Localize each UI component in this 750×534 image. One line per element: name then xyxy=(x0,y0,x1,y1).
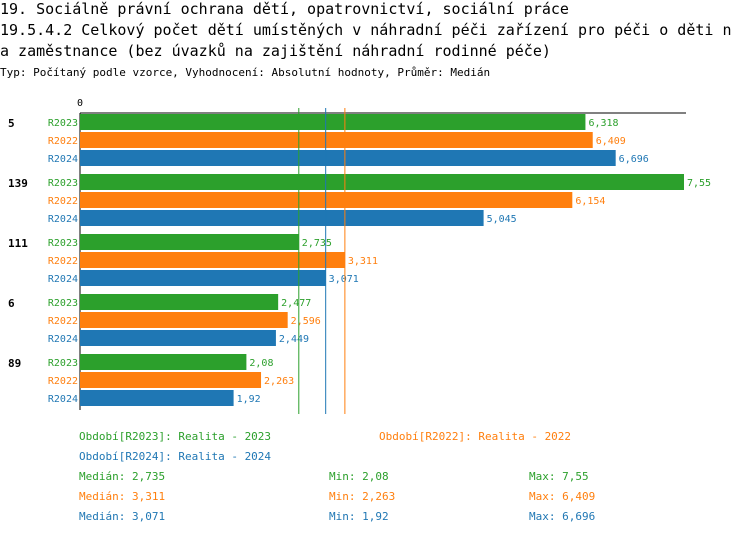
legend-r2022: Období[R2022]: Realita - 2022 xyxy=(379,430,572,443)
data-label: 3,311 xyxy=(348,256,378,267)
series-row-label: R2024 xyxy=(48,214,78,225)
chart-subtitle: Typ: Počítaný podle vzorce, Vyhodnocení:… xyxy=(0,66,491,79)
axis-zero-label: 0 xyxy=(77,98,83,109)
series-row-label: R2024 xyxy=(48,274,78,285)
category-label: 139 xyxy=(8,177,28,190)
series-row-label: R2024 xyxy=(48,334,78,345)
stat-min-r2023: Min: 2,08 xyxy=(329,470,389,483)
series-row-label: R2022 xyxy=(48,316,78,327)
chart-title-line-3: a zaměstnance (bez úvazků na zajištění n… xyxy=(0,42,551,60)
series-row-label: R2022 xyxy=(48,376,78,387)
data-label: 5,045 xyxy=(487,214,517,225)
series-row-label: R2022 xyxy=(48,196,78,207)
data-label: 3,071 xyxy=(329,274,359,285)
data-label: 6,409 xyxy=(596,136,626,147)
legend-r2023: Období[R2023]: Realita - 2023 xyxy=(79,430,272,443)
series-row-label: R2023 xyxy=(48,358,78,369)
bar-r2023 xyxy=(80,234,299,250)
stat-max-r2023: Max: 7,55 xyxy=(529,470,589,483)
bar-r2022 xyxy=(80,312,288,328)
series-row-label: R2023 xyxy=(48,178,78,189)
stat-median-r2023: Medián: 2,735 xyxy=(79,470,166,483)
bar-r2024 xyxy=(80,270,326,286)
stat-median-r2024: Medián: 3,071 xyxy=(79,510,166,523)
data-label: 2,08 xyxy=(249,358,273,369)
data-label: 1,92 xyxy=(237,394,261,405)
data-label: 2,735 xyxy=(302,238,332,249)
bar-r2022 xyxy=(80,132,593,148)
series-row-label: R2022 xyxy=(48,256,78,267)
bar-r2024 xyxy=(80,330,276,346)
series-row-label: R2023 xyxy=(48,298,78,309)
data-label: 6,696 xyxy=(619,154,649,165)
bar-chart: 0 5 R2023 6,318 R2022 6,409 R2024 6,696 139 R2023… xyxy=(8,98,711,414)
stat-max-r2022: Max: 6,409 xyxy=(529,490,596,503)
category-label: 89 xyxy=(8,357,21,370)
stat-median-r2022: Medián: 3,311 xyxy=(79,490,166,503)
data-label: 6,154 xyxy=(575,196,605,207)
legend-r2024: Období[R2024]: Realita - 2024 xyxy=(79,450,272,463)
stat-max-r2024: Max: 6,696 xyxy=(529,510,596,523)
data-label: 2,477 xyxy=(281,298,311,309)
data-label: 2,596 xyxy=(291,316,321,327)
series-row-label: R2022 xyxy=(48,136,78,147)
stat-min-r2024: Min: 1,92 xyxy=(329,510,389,523)
bar-r2022 xyxy=(80,372,262,388)
bar-r2022 xyxy=(80,252,345,268)
chart-title-line-2: 19.5.4.2 Celkový počet dětí umístěných v… xyxy=(0,21,732,39)
data-label: 7,55 xyxy=(687,178,711,189)
series-row-label: R2023 xyxy=(48,238,78,249)
bar-r2023 xyxy=(80,354,247,370)
series-row-label: R2024 xyxy=(48,394,78,405)
data-label: 6,318 xyxy=(588,118,618,129)
category-label: 111 xyxy=(8,237,28,250)
bar-r2023 xyxy=(80,114,586,130)
series-row-label: R2024 xyxy=(48,154,78,165)
stat-min-r2022: Min: 2,263 xyxy=(329,490,396,503)
bar-r2024 xyxy=(80,150,616,166)
category-label: 6 xyxy=(8,297,15,310)
bar-r2024 xyxy=(80,390,234,406)
bar-r2023 xyxy=(80,294,279,310)
bar-r2023 xyxy=(80,174,684,190)
data-label: 2,449 xyxy=(279,334,309,345)
bar-r2024 xyxy=(80,210,484,226)
chart-title-line-1: 19. Sociálně právní ochrana dětí, opatro… xyxy=(0,0,569,18)
series-row-label: R2023 xyxy=(48,118,78,129)
data-label: 2,263 xyxy=(264,376,294,387)
category-label: 5 xyxy=(8,117,15,130)
